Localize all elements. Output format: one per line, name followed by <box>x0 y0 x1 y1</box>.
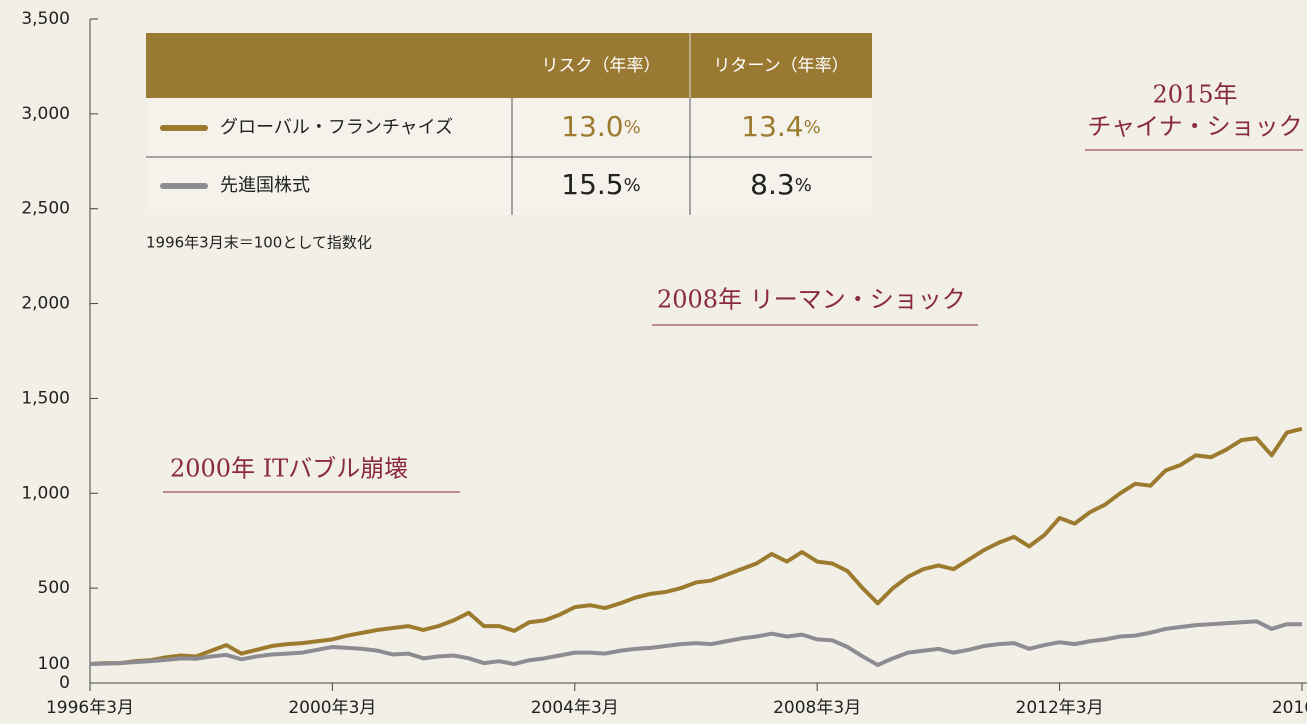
value-number: 8.3 <box>750 168 795 201</box>
y-tick-label: 0 <box>59 673 70 693</box>
annotation: 2015年 <box>1152 81 1237 109</box>
annotation: 2008年 リーマン・ショック <box>657 286 966 314</box>
x-tick-label: 1996年3月 <box>46 698 134 718</box>
annotation: チャイナ・ショック <box>1087 113 1302 141</box>
table-value: 15.5% <box>561 168 640 201</box>
y-tick-label: 2,500 <box>21 199 70 219</box>
x-tick-label: 2004年3月 <box>531 698 619 718</box>
value-unit: % <box>624 175 641 196</box>
y-tick-label: 3,000 <box>21 104 70 124</box>
value-unit: % <box>795 175 812 196</box>
table-header <box>146 33 872 98</box>
value-number: 13.0 <box>561 110 623 143</box>
x-tick-label: 2000年3月 <box>288 698 376 718</box>
x-tick-label: 2008年3月 <box>773 698 861 718</box>
y-tick-label: 3,500 <box>21 9 70 29</box>
legend-label: グローバル・フランチャイズ <box>220 117 453 138</box>
y-tick-label: 2,000 <box>21 294 70 314</box>
value-number: 13.4 <box>741 110 803 143</box>
y-tick-label: 1,500 <box>21 388 70 408</box>
legend-label: 先進国株式 <box>220 175 310 196</box>
table-value: 13.4% <box>741 110 820 143</box>
series-line <box>89 426 1303 667</box>
x-tick-label: 2016年 <box>1272 698 1307 718</box>
y-tick-label: 1,000 <box>21 483 70 503</box>
table-value: 13.0% <box>561 110 640 143</box>
table-value: 8.3% <box>750 168 812 201</box>
table-header-label: リスク（年率） <box>542 56 661 76</box>
legend-table: リスク（年率） リターン（年率）グローバル・フランチャイズ 13.0% 13.4%先進… <box>146 33 872 215</box>
value-number: 15.5 <box>561 168 623 201</box>
note: 1996年3月末＝100として指数化 <box>146 234 372 252</box>
value-unit: % <box>804 117 821 138</box>
table-header-label: リターン（年率） <box>713 56 848 76</box>
x-tick-label: 2012年3月 <box>1016 698 1104 718</box>
series-line <box>89 619 1302 667</box>
y-tick-label: 500 <box>38 578 70 598</box>
annotation: 2000年 ITバブル崩壊 <box>170 455 408 483</box>
value-unit: % <box>624 117 641 138</box>
y-tick-label: 100 <box>38 654 70 674</box>
